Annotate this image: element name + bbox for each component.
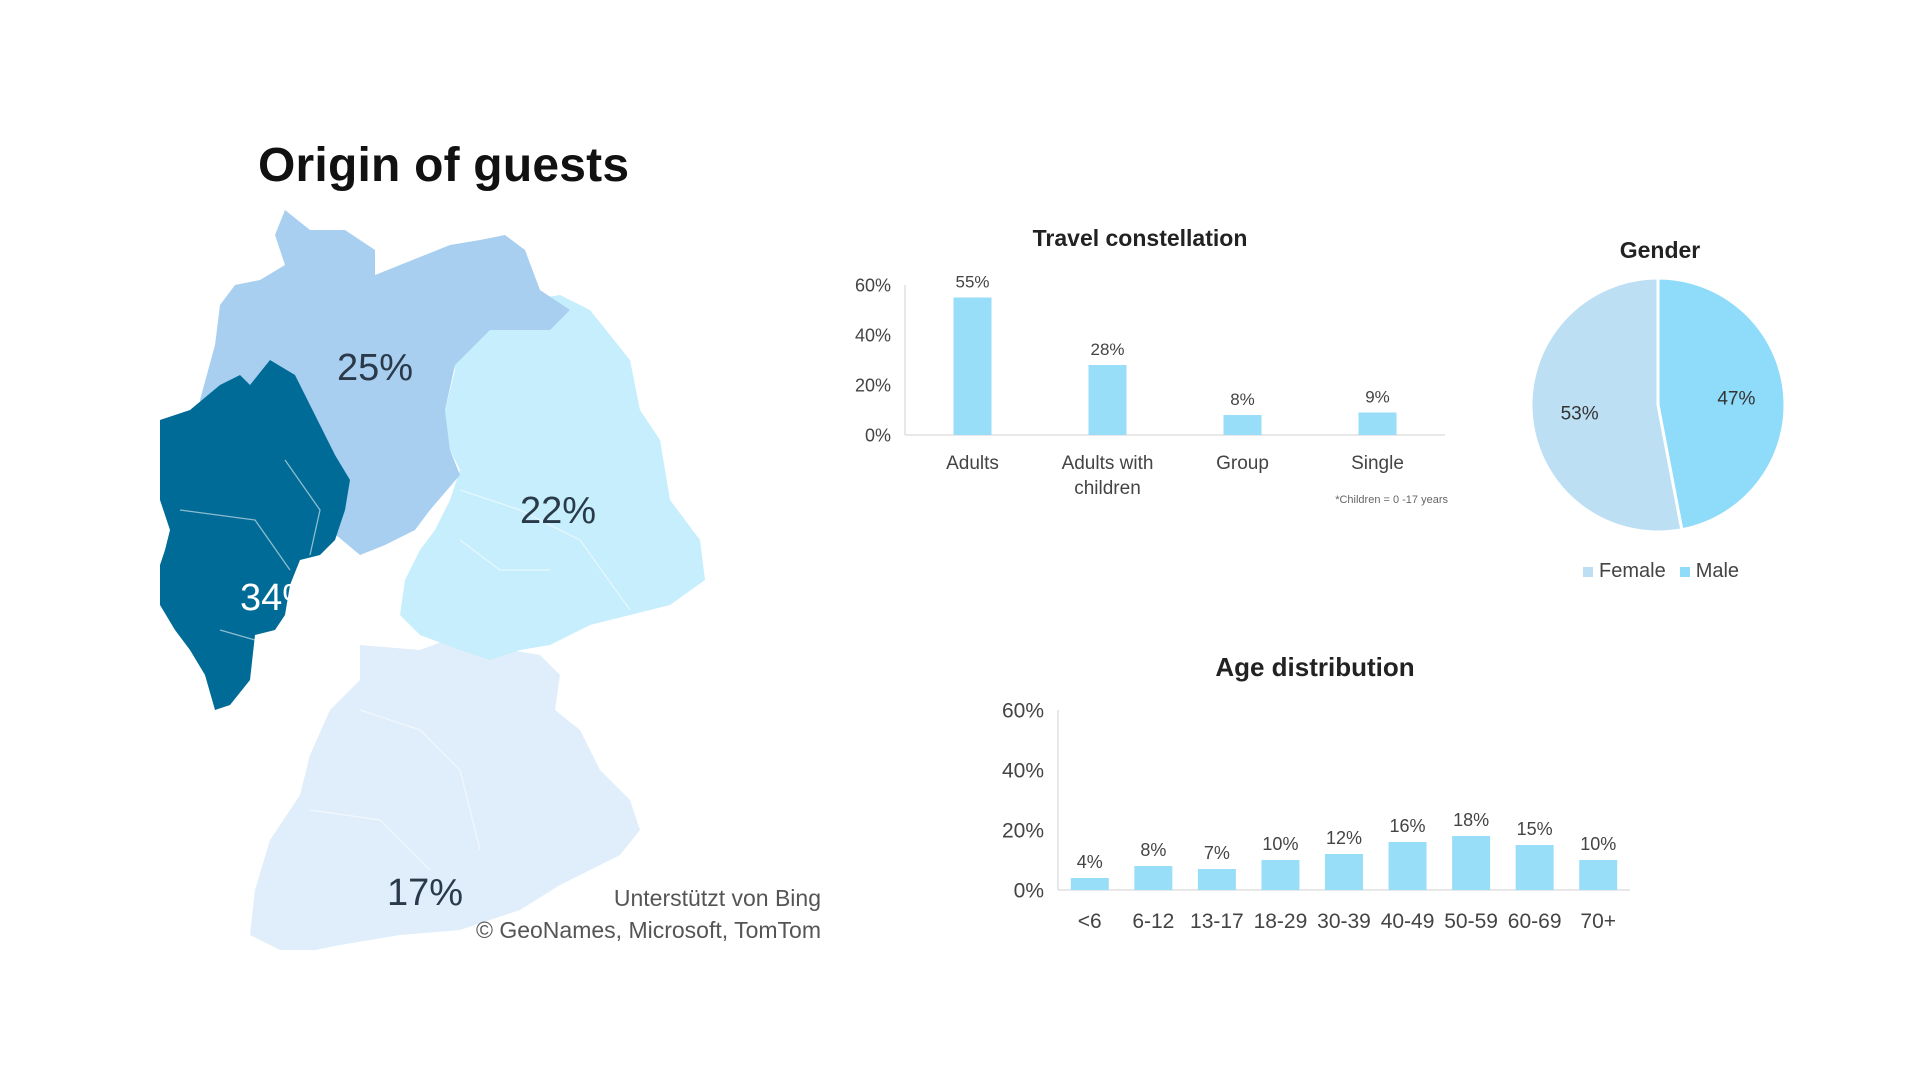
bar (1134, 866, 1173, 890)
bar (1388, 842, 1427, 890)
bar (1088, 365, 1127, 435)
region-label-west: 34% (240, 577, 316, 619)
pie-slice (1529, 276, 1684, 534)
bar-value-label: 16% (1390, 816, 1426, 836)
region-label-north: 25% (337, 347, 413, 389)
y-tick-label: 0% (1014, 879, 1044, 902)
bar (1452, 836, 1491, 890)
bar (1358, 412, 1397, 435)
x-tick-label: Adults (946, 453, 999, 474)
x-tick-label: 40-49 (1381, 910, 1435, 933)
bar (1579, 860, 1618, 890)
x-tick-label: 30-39 (1317, 910, 1371, 933)
bar-value-label: 7% (1204, 843, 1230, 863)
region-label-south: 17% (387, 872, 463, 914)
bar-value-label: 18% (1453, 810, 1489, 830)
y-tick-label: 60% (855, 275, 891, 295)
x-tick-label: 60-69 (1508, 910, 1562, 933)
x-tick-label: 70+ (1580, 910, 1616, 933)
pie-slice (1656, 276, 1787, 532)
bar (1325, 854, 1363, 890)
x-tick-label: 6-12 (1132, 910, 1174, 933)
map-region-south (250, 635, 640, 950)
y-tick-label: 20% (855, 375, 891, 395)
bar-value-label: 15% (1517, 819, 1553, 839)
y-tick-label: 60% (1002, 699, 1044, 722)
y-tick-label: 40% (855, 325, 891, 345)
gender-legend: Female Male (1583, 560, 1739, 583)
y-tick-label: 20% (1002, 819, 1044, 842)
x-tick-label: children (1074, 478, 1141, 499)
x-tick-label: 18-29 (1254, 910, 1308, 933)
map-region-east (400, 295, 705, 660)
bar (1197, 869, 1236, 890)
legend-swatch-female (1583, 566, 1593, 577)
y-tick-label: 0% (865, 425, 891, 445)
travel-chart: 0% 20% 40% 60% 55% Adults 28% Adults with childr… (855, 273, 1445, 499)
map-credit-line1: Unterstützt von Bing (613, 885, 821, 911)
region-label-east: 22% (520, 490, 596, 532)
bar (953, 297, 992, 435)
bar (1261, 860, 1300, 890)
bar (1515, 845, 1554, 890)
x-tick-label: Single (1351, 453, 1404, 474)
x-tick-label: 13-17 (1190, 910, 1244, 933)
x-tick-label: Adults with (1062, 453, 1154, 474)
bar-value-label: 10% (1580, 834, 1616, 854)
germany-map: 25% 22% 34% 17% (160, 210, 705, 950)
legend-item-male: Male (1679, 560, 1740, 583)
travel-note: *Children = 0 -17 years (1335, 494, 1448, 506)
bar-value-label: 10% (1262, 834, 1298, 854)
travel-chart-title: Travel constellation (1032, 225, 1248, 251)
gender-chart-title: Gender (1619, 237, 1701, 263)
map-credit: Unterstützt von Bing © GeoNames, Microso… (466, 882, 821, 946)
bar (1223, 415, 1262, 435)
pie-label: 47% (1717, 389, 1755, 410)
x-tick-label: 50-59 (1444, 910, 1498, 933)
bar-value-label: 4% (1077, 852, 1103, 872)
legend-item-female: Female (1583, 560, 1666, 583)
age-chart-title: Age distribution (1215, 652, 1415, 682)
bar-value-label: 12% (1326, 828, 1362, 848)
map-credit-line2: © GeoNames, Microsoft, TomTom (476, 917, 821, 943)
bar (1070, 878, 1109, 890)
x-tick-label: Group (1216, 453, 1269, 474)
legend-swatch-male (1679, 566, 1690, 577)
bar-value-label: 9% (1365, 388, 1390, 407)
bar-value-label: 55% (955, 273, 989, 292)
bar-value-label: 8% (1140, 840, 1166, 860)
y-tick-label: 40% (1002, 759, 1044, 782)
gender-chart: 47% 53% (1529, 276, 1787, 534)
bar-value-label: 28% (1090, 340, 1124, 359)
bar-value-label: 8% (1230, 390, 1255, 409)
map-title: Origin of guests (258, 139, 630, 192)
age-chart: 0% 20% 40% 60% 4% <6 8% 6-12 7% 13-17 10% 18-29 12% 3… (1002, 699, 1630, 933)
map-region-west (160, 360, 350, 710)
x-tick-label: <6 (1078, 910, 1102, 933)
pie-label: 53% (1561, 403, 1599, 424)
legend-label-female: Female (1599, 560, 1666, 582)
legend-label-male: Male (1695, 560, 1740, 582)
